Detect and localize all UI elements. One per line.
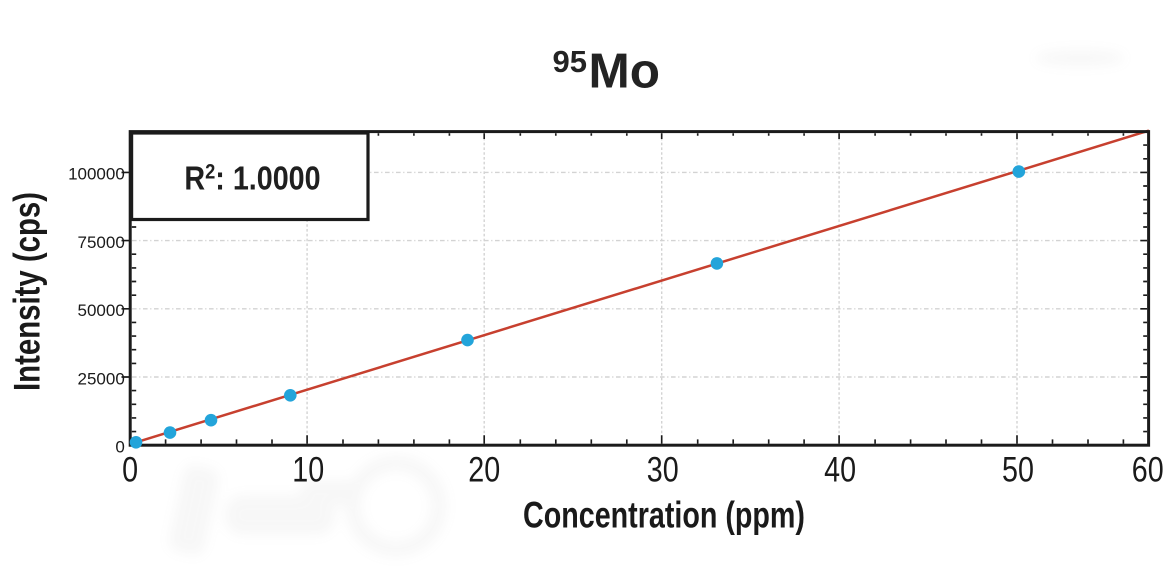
svg-text:50: 50 [1002, 450, 1034, 489]
svg-text:20: 20 [468, 450, 500, 489]
svg-text:R2: 1.0000: R2: 1.0000 [184, 159, 320, 196]
svg-text:0: 0 [115, 438, 124, 457]
svg-text:95: 95 [553, 44, 587, 79]
svg-text:50000: 50000 [78, 301, 125, 320]
svg-text:25000: 25000 [78, 369, 125, 388]
svg-text:30: 30 [647, 450, 679, 489]
svg-text:Mo: Mo [589, 44, 660, 99]
svg-text:10: 10 [292, 450, 324, 489]
svg-text:75000: 75000 [78, 233, 125, 252]
svg-text:Intensity (cps): Intensity (cps) [7, 192, 48, 391]
svg-text:Concentration (ppm): Concentration (ppm) [523, 495, 805, 536]
svg-text:60: 60 [1132, 450, 1164, 489]
svg-text:100000: 100000 [68, 165, 125, 184]
svg-text:40: 40 [824, 450, 856, 489]
svg-text:0: 0 [122, 450, 138, 489]
